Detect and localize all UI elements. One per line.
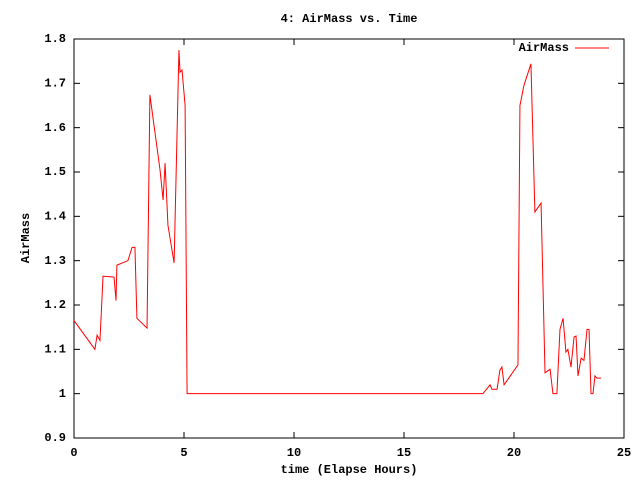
x-tick-label: 20 xyxy=(507,446,521,460)
y-tick-label: 1.5 xyxy=(44,165,66,179)
x-tick-label: 5 xyxy=(180,446,187,460)
x-tick-label: 10 xyxy=(287,446,301,460)
y-tick-label: 1.7 xyxy=(44,77,66,91)
y-tick-label: 1.1 xyxy=(44,343,66,357)
y-tick-label: 1.2 xyxy=(44,298,66,312)
plot-frame xyxy=(73,38,625,439)
y-tick-label: 1.3 xyxy=(44,254,66,268)
chart-title: 4: AirMass vs. Time xyxy=(281,12,418,26)
y-tick-label: 1.4 xyxy=(44,210,66,224)
legend-label: AirMass xyxy=(519,41,569,55)
x-tick-label: 15 xyxy=(397,446,411,460)
y-axis-label: AirMass xyxy=(19,213,33,263)
x-tick-label: 25 xyxy=(617,446,631,460)
y-tick-label: 0.9 xyxy=(44,431,66,445)
y-tick-label: 1.6 xyxy=(44,121,66,135)
x-axis-label: time (Elapse Hours) xyxy=(281,463,418,477)
y-tick-label: 1 xyxy=(59,387,66,401)
x-tick-label: 0 xyxy=(70,446,77,460)
y-tick-label: 1.8 xyxy=(44,32,66,46)
data-line xyxy=(73,50,601,395)
